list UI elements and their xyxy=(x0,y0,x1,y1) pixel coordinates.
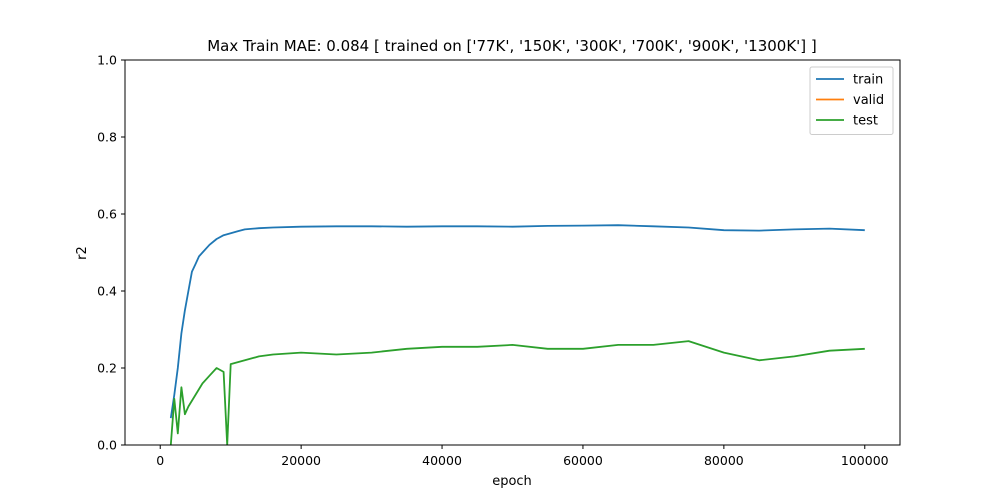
y-tick-label: 0.6 xyxy=(97,207,117,222)
y-tick-label: 0.2 xyxy=(97,361,117,376)
legend-label-valid: valid xyxy=(853,93,884,108)
chart-title: Max Train MAE: 0.084 [ trained on ['77K'… xyxy=(207,37,817,55)
plot-frame xyxy=(124,59,901,446)
ticks-layer: 0 20000 40000 60000 80000 100000 0.0 0.2 0.4 0.6 0… xyxy=(97,53,889,469)
y-tick-label: 0.0 xyxy=(97,438,117,453)
legend-box xyxy=(809,66,894,135)
x-axis-label: epoch xyxy=(492,474,532,489)
series-layer xyxy=(169,224,865,445)
legend: train valid test xyxy=(809,66,894,135)
y-tick-label: 1.0 xyxy=(97,53,117,68)
y-tick-label: 0.4 xyxy=(97,284,117,299)
series-line-test xyxy=(169,340,865,445)
y-axis-label: r2 xyxy=(75,246,90,260)
x-tick-label: 0 xyxy=(156,453,164,468)
x-tick-label: 20000 xyxy=(281,453,321,468)
x-tick-label: 80000 xyxy=(704,453,744,468)
legend-label-train: train xyxy=(853,73,883,88)
y-tick-label: 0.8 xyxy=(97,130,117,145)
legend-label-test: test xyxy=(853,114,878,129)
x-tick-label: 60000 xyxy=(563,453,603,468)
series-line-train xyxy=(169,224,865,419)
x-tick-label: 100000 xyxy=(841,453,889,468)
x-tick-label: 40000 xyxy=(422,453,462,468)
